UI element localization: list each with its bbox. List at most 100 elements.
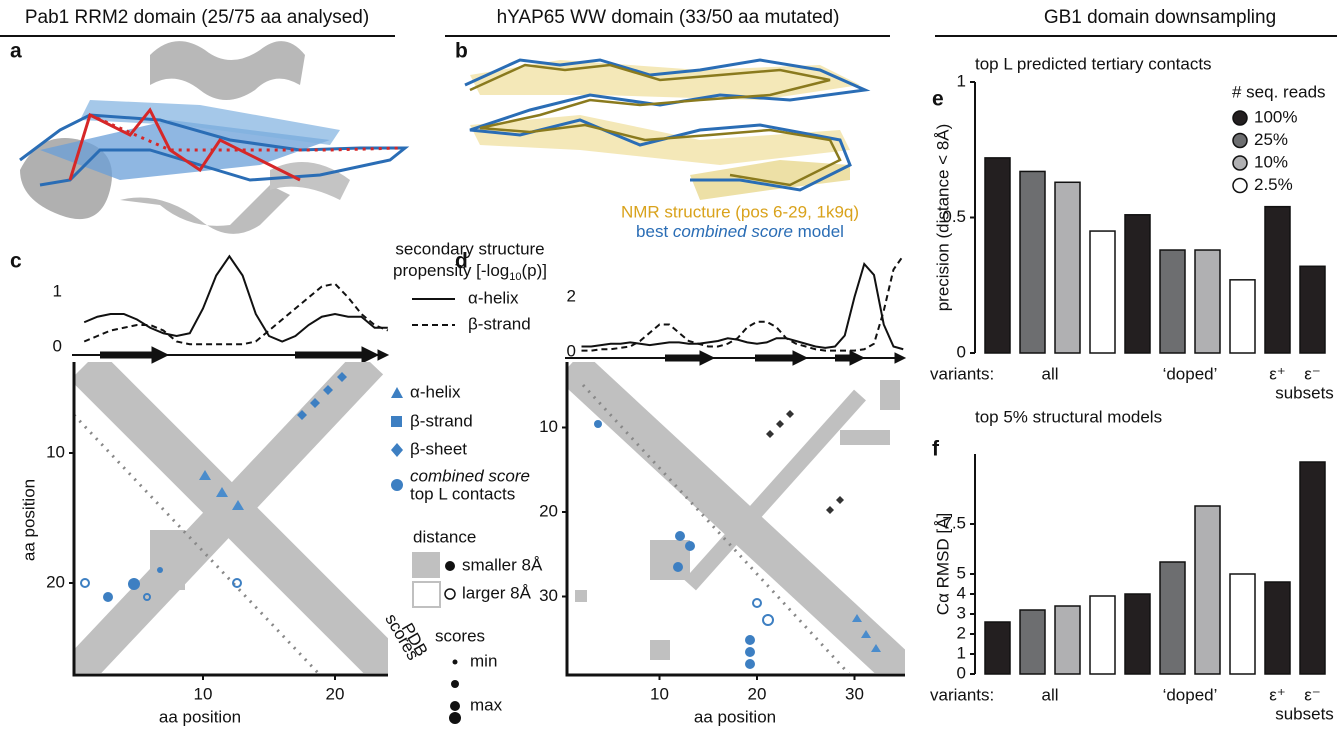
y-tick-label: 20 [539,501,558,520]
structure-legend: NMR structure (pos 6-29, 1k9q) [621,202,859,221]
legend-text: 2.5% [1254,175,1293,194]
bar [1125,215,1150,353]
bar [1265,207,1290,353]
bar [1125,594,1150,674]
bar [1195,250,1220,353]
y-tick-label: 10 [46,442,65,461]
line [582,264,904,349]
bar [1020,171,1045,353]
bar [1090,596,1115,674]
x-tick-label: 20 [326,684,345,703]
legend-text: top L contacts [410,484,515,503]
x-axis-label: variants: [930,364,994,383]
bar [1300,266,1325,353]
line [582,256,904,351]
line [84,256,388,341]
legend-swatch [1233,134,1247,148]
y-tick-label: 4 [957,583,966,602]
y-tick-label: 3 [957,603,966,622]
x-axis-label: aa position [694,707,776,726]
legend-text: (p)] [521,261,547,280]
legend-swatch [1233,111,1247,125]
x-axis-label: variants: [930,685,994,704]
header: GB1 domain downsampling [1044,7,1276,28]
legend-text: min [470,651,497,670]
legend-text: 100% [1254,107,1297,126]
legend-text: larger 8Å [462,583,532,602]
bar [1055,182,1080,353]
y-tick-label: 2 [567,286,576,305]
legend-text: β-sheet [410,439,467,458]
legend-text: α-helix [410,382,461,401]
bar [1300,462,1325,674]
structure-legend: best combined score model [636,222,844,241]
x-tick-label: all [1041,364,1058,383]
legend-text: β-strand [468,314,531,333]
y-tick-label: 20 [46,572,65,591]
legend-title: propensity [-log10(p)] [393,261,547,282]
x-tick-label: ‘doped’ [1163,685,1218,704]
x-tick-label: 30 [845,684,864,703]
annotation: subsets [1275,383,1334,402]
y-tick-label: 1 [53,281,62,300]
x-tick-label: ε⁻ [1304,364,1321,383]
x-tick-label: 10 [650,684,669,703]
legend-text: max [470,695,503,714]
annotation: subsets [1275,704,1334,723]
legend-text: 10% [1254,152,1288,171]
y-tick-label: 0 [957,663,966,682]
x-tick-label: 20 [748,684,767,703]
x-tick-label: ε⁺ [1269,685,1286,704]
y-tick-label: 1 [957,643,966,662]
legend-text: best [636,222,673,241]
x-axis-label: aa position [159,707,241,726]
bar [1195,506,1220,674]
legend-text: 25% [1254,130,1288,149]
y-tick-label: 30 [539,586,558,605]
y-tick-label: 0.5 [942,207,966,226]
legend-text: propensity [-log [393,261,509,280]
bar [1265,582,1290,674]
y-axis-label: aa position [19,479,38,561]
chart-title: top 5% structural models [975,407,1162,426]
symbol-legend [391,387,461,724]
panel-label: f [932,438,940,461]
bar [1055,606,1080,674]
legend-text: combined score [673,222,793,241]
legend-text: α-helix [468,288,519,307]
chart-title: top L predicted tertiary contacts [975,54,1212,73]
structure-a [20,41,405,234]
panel-label: a [10,40,22,63]
y-tick-label: 5 [957,563,966,582]
bar [1090,231,1115,353]
y-tick-label: 10 [539,417,558,436]
y-tick-label: 2 [957,623,966,642]
header: Pab1 RRM2 domain (25/75 aa analysed) [25,7,369,28]
legend-text: combined score [410,466,530,485]
panel-label: b [455,40,468,63]
structure-b [465,60,865,200]
y-tick-label: 7.5 [942,513,966,532]
bar [1230,280,1255,353]
y-tick-label: 0 [957,342,966,361]
contact-map-c [70,362,395,680]
legend-title: # seq. reads [1232,82,1326,101]
x-tick-label: ε⁻ [1304,685,1321,704]
legend-text: model [793,222,844,241]
figure: Pab1 RRM2 domain (25/75 aa analysed) hYA… [0,0,1337,730]
bar [985,158,1010,353]
legend-text: 10 [509,271,521,283]
ss-arrows [72,347,905,365]
bar [1230,574,1255,674]
bar [1160,562,1185,674]
x-tick-label: ε⁺ [1269,364,1286,383]
panel-label: e [932,88,944,111]
bar [1160,250,1185,353]
legend-title: secondary structure [395,239,544,258]
bar [1020,610,1045,674]
y-tick-label: 0 [567,341,576,360]
header: hYAP65 WW domain (33/50 aa mutated) [497,7,840,28]
x-tick-label: all [1041,685,1058,704]
line [84,284,388,345]
y-tick-label: 0 [53,336,62,355]
